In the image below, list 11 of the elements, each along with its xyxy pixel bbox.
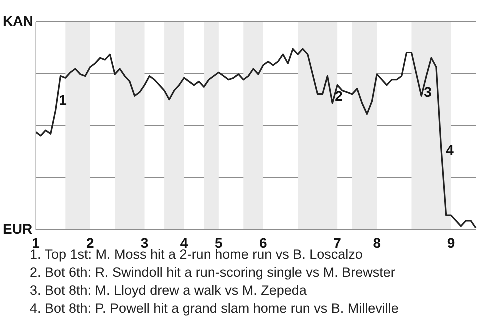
x-tick-label: 9	[447, 234, 456, 251]
text: 3. Bot 8th: M. Lloyd drew a walk vs M. Zepeda	[30, 282, 308, 300]
annotation: 1	[58, 91, 68, 109]
text: KAN	[3, 13, 34, 29]
x-tick-label: 8	[373, 234, 382, 251]
text: EUR	[3, 221, 33, 237]
annotation: 3	[423, 83, 433, 101]
text: 2. Bot 6th: R. Swindoll hit a run-scoring single vs M. Brewster	[30, 264, 396, 282]
text: 4. Bot 8th: P. Powell hit a grand slam home run vs B. Milleville	[30, 300, 399, 318]
annotation: 2	[334, 87, 344, 105]
annotation: 4	[445, 141, 455, 159]
